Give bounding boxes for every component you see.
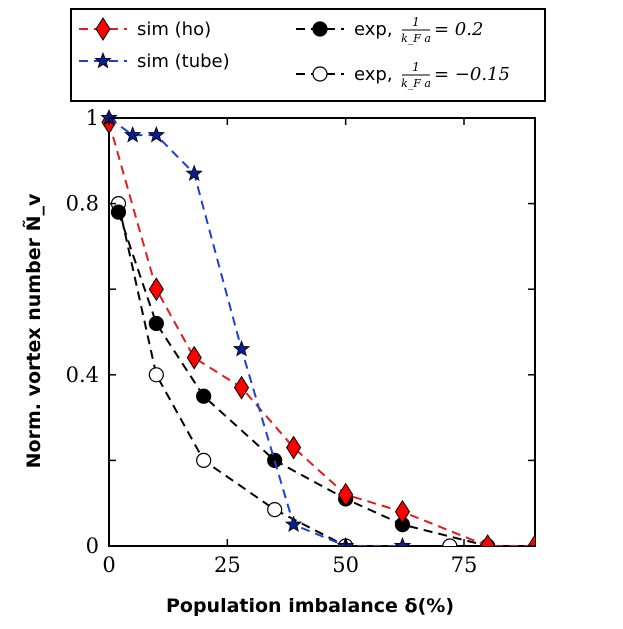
legend-label-rhs: = 0.2 — [434, 19, 483, 40]
legend-marker — [312, 66, 328, 82]
y-tick-label: 0 — [86, 534, 99, 558]
y-tick-label: 1 — [86, 106, 99, 130]
legend-marker — [94, 51, 112, 69]
legend-label: sim (tube) — [137, 51, 230, 72]
legend-marker — [95, 17, 111, 41]
legend-entry-2: exp, 1 k_F a = 0.2 — [296, 15, 483, 45]
series-0-point — [233, 375, 250, 400]
series-3-point — [442, 538, 458, 546]
legend-frac-num: 1 — [412, 60, 420, 74]
series-0-point — [527, 534, 535, 546]
series-3-point — [148, 367, 164, 383]
legend-frame — [70, 8, 546, 102]
series-1-point — [232, 339, 251, 357]
y-axis-title: Norm. vortex number Ñ_v — [21, 193, 45, 468]
legend-label-prefix: exp, — [354, 19, 393, 40]
x-tick-label: 50 — [332, 553, 359, 577]
x-tick-label: 0 — [102, 553, 115, 577]
series-2-point — [267, 452, 283, 468]
legend-frac-num: 1 — [412, 15, 420, 29]
series-2-point — [196, 388, 212, 404]
series-1-point — [185, 164, 203, 182]
y-tick-label: 0.8 — [66, 192, 99, 216]
legend-entry-1: sim (tube) — [79, 51, 230, 72]
series-0-point — [480, 534, 496, 546]
legend-frac-den: k_F a — [401, 32, 431, 45]
series-2-point — [110, 204, 127, 220]
series-0-line — [108, 122, 535, 546]
legend-entry-3: exp, 1 k_F a = −0.15 — [296, 60, 510, 90]
series-layer — [100, 108, 535, 546]
series-3-line — [117, 203, 450, 546]
x-axis-title: Population imbalance δ(%) — [166, 595, 454, 617]
legend-frac-den: k_F a — [401, 77, 431, 90]
legend-label-rhs: = −0.15 — [434, 64, 510, 85]
series-0-point — [286, 435, 302, 460]
series-1-point — [284, 515, 303, 532]
series-1-point — [393, 536, 412, 546]
series-0-point — [148, 277, 164, 302]
legend-label-prefix: exp, — [354, 64, 393, 85]
legend-entry-0: sim (ho) — [79, 17, 211, 41]
series-0-point — [394, 499, 411, 524]
series-3-point — [196, 452, 212, 468]
series-3-point — [267, 502, 283, 518]
legend-marker — [312, 21, 328, 37]
plot-frame — [108, 117, 536, 547]
x-tick-label: 75 — [451, 553, 478, 577]
series-2-point — [148, 315, 164, 332]
series-0-point — [186, 345, 202, 370]
series-1-point — [147, 125, 166, 143]
series-0-point — [338, 482, 354, 507]
legend-label: sim (ho) — [137, 19, 211, 40]
tick-layer: 0 25 50 75 0 0.4 0.8 1 — [66, 106, 535, 577]
x-tick-label: 25 — [214, 553, 241, 577]
series-1-point — [123, 125, 142, 143]
y-tick-label: 0.4 — [66, 363, 99, 387]
